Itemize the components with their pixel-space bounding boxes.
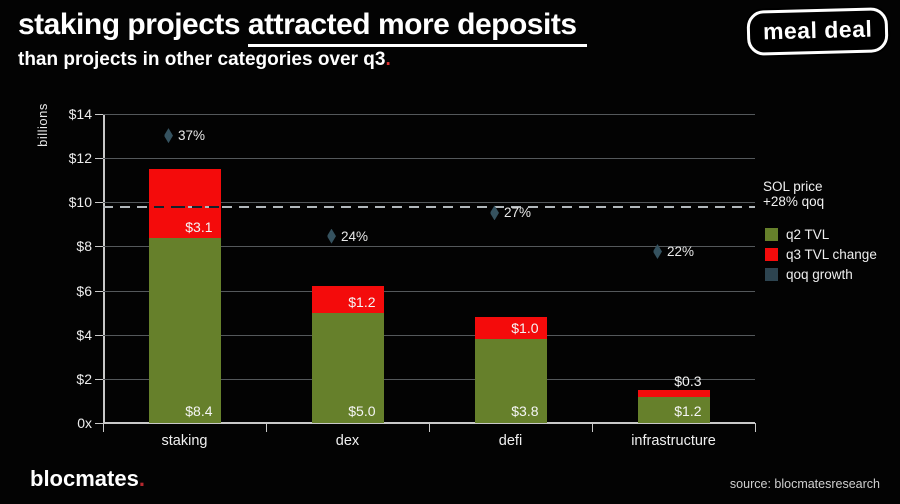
y-tick-$6 (95, 290, 103, 292)
legend-item-1: q3 TVL change (765, 247, 877, 262)
y-tick-0x (95, 423, 103, 424)
bar-defi-q2-segment: $3.8 (474, 339, 547, 423)
subtitle-period: . (385, 49, 391, 70)
x-tick-4 (755, 423, 756, 432)
bar-defi-q3-label: $1.0 (511, 320, 539, 337)
x-tick-0 (103, 423, 104, 432)
y-tick-$12 (95, 158, 103, 160)
y-axis-title: billions (35, 103, 50, 147)
x-label-staking: staking (161, 433, 208, 449)
bar-staking: $8.4 $3.1 (148, 169, 221, 423)
diamond-icon (163, 128, 173, 144)
sol-price-reference-line-overlay (149, 205, 221, 208)
bar-dex-q3-label: $1.2 (348, 293, 376, 310)
x-label-defi: defi (498, 433, 523, 449)
x-tick-2 (429, 423, 430, 432)
diamond-icon (489, 205, 499, 221)
y-tick-$4 (95, 334, 103, 336)
y-tick-label-$4: $4 (76, 326, 92, 343)
gridline-$12 (103, 158, 755, 160)
y-tick-label-$8: $8 (76, 238, 92, 255)
bar-infrastructure-q2-label: $1.2 (674, 403, 702, 419)
reference-line-label-line1: SOL price (763, 179, 823, 194)
diamond-icon (652, 244, 662, 260)
growth-marker-label-staking: 37% (177, 128, 206, 144)
growth-marker-defi: 27% (489, 205, 532, 221)
brand-logo: blocmates. (30, 466, 145, 492)
bar-staking-q2-label: $8.4 (185, 403, 213, 419)
gridline-$4 (103, 334, 755, 336)
legend-swatch-0 (765, 228, 778, 241)
y-tick-label-0x: 0x (77, 415, 92, 431)
diamond-icon (326, 228, 336, 244)
y-tick-$8 (95, 246, 103, 248)
legend-item-0: q2 TVL (765, 227, 877, 242)
bar-infrastructure-q2-segment: $1.2 (637, 396, 710, 423)
reference-line-label: SOL price +28% qoq (763, 179, 824, 209)
y-tick-$14 (95, 114, 103, 115)
title-plain: staking projects (18, 8, 248, 41)
y-tick-label-$12: $12 (68, 150, 92, 167)
bar-defi-q2-label: $3.8 (511, 403, 539, 419)
gridline-$6 (103, 290, 755, 292)
bar-staking-q3-label: $3.1 (185, 218, 213, 235)
source-credit: source: blocmatesresearch (729, 477, 880, 491)
bar-staking-q2-segment: $8.4 (148, 237, 221, 423)
x-label-dex: dex (335, 433, 360, 449)
bar-dex-q2-segment: $5.0 (311, 312, 384, 423)
bar-infrastructure-q3-label: $0.3 (674, 372, 702, 389)
y-tick-$10 (95, 202, 103, 204)
plot-area: $8.4 $3.1 $5.0 $1.2 $3.8 $1.0 $1.2 $0.3 37% 24% 27… (103, 114, 755, 423)
growth-marker-label-defi: 27% (503, 205, 532, 221)
growth-marker-staking: 37% (163, 128, 206, 144)
bar-infrastructure-q3-segment (637, 389, 710, 397)
legend: q2 TVL q3 TVL change qoq growth (765, 227, 877, 282)
y-tick-label-$2: $2 (76, 370, 92, 387)
page-subtitle: than projects in other categories over q… (18, 49, 391, 71)
brand-text: blocmates (30, 466, 139, 491)
subtitle-text: than projects in other categories over q… (18, 49, 386, 70)
title-underlined: attracted more deposits (247, 8, 587, 47)
bar-infrastructure: $1.2 $0.3 (637, 373, 710, 423)
y-tick-label-$10: $10 (68, 194, 92, 211)
bar-dex: $5.0 $1.2 (311, 286, 384, 423)
y-tick-$2 (95, 378, 103, 380)
gridline-$8 (103, 246, 755, 248)
growth-marker-label-infrastructure: 22% (666, 244, 695, 260)
legend-swatch-2 (765, 268, 778, 281)
brand-period: . (138, 466, 145, 491)
bar-defi-q3-segment: $1.0 (474, 317, 547, 340)
growth-marker-dex: 24% (326, 228, 369, 244)
legend-label-0: q2 TVL (786, 227, 830, 242)
growth-marker-infrastructure: 22% (652, 244, 695, 260)
growth-marker-label-dex: 24% (340, 228, 369, 244)
bar-staking-q3-segment: $3.1 (148, 169, 221, 238)
bar-dex-q3-segment: $1.2 (311, 286, 384, 313)
legend-label-2: qoq growth (786, 267, 853, 282)
x-label-infrastructure: infrastructure (631, 433, 716, 449)
reference-line-label-line2: +28% qoq (763, 194, 825, 210)
legend-swatch-1 (765, 248, 778, 261)
y-axis-line (103, 114, 105, 423)
page-title: staking projects attracted more deposits (18, 8, 587, 47)
bar-defi: $3.8 $1.0 (474, 317, 547, 423)
gridline-$2 (103, 378, 755, 380)
x-tick-3 (592, 423, 593, 432)
legend-label-1: q3 TVL change (786, 247, 877, 262)
gridline-$10 (103, 202, 755, 204)
y-tick-label-$14: $14 (68, 106, 92, 122)
gridline-$14 (103, 114, 755, 115)
sol-price-reference-line (103, 205, 755, 208)
bar-dex-q2-label: $5.0 (348, 403, 376, 419)
x-tick-1 (266, 423, 267, 432)
y-tick-label-$6: $6 (76, 282, 92, 299)
legend-item-2: qoq growth (765, 267, 877, 282)
